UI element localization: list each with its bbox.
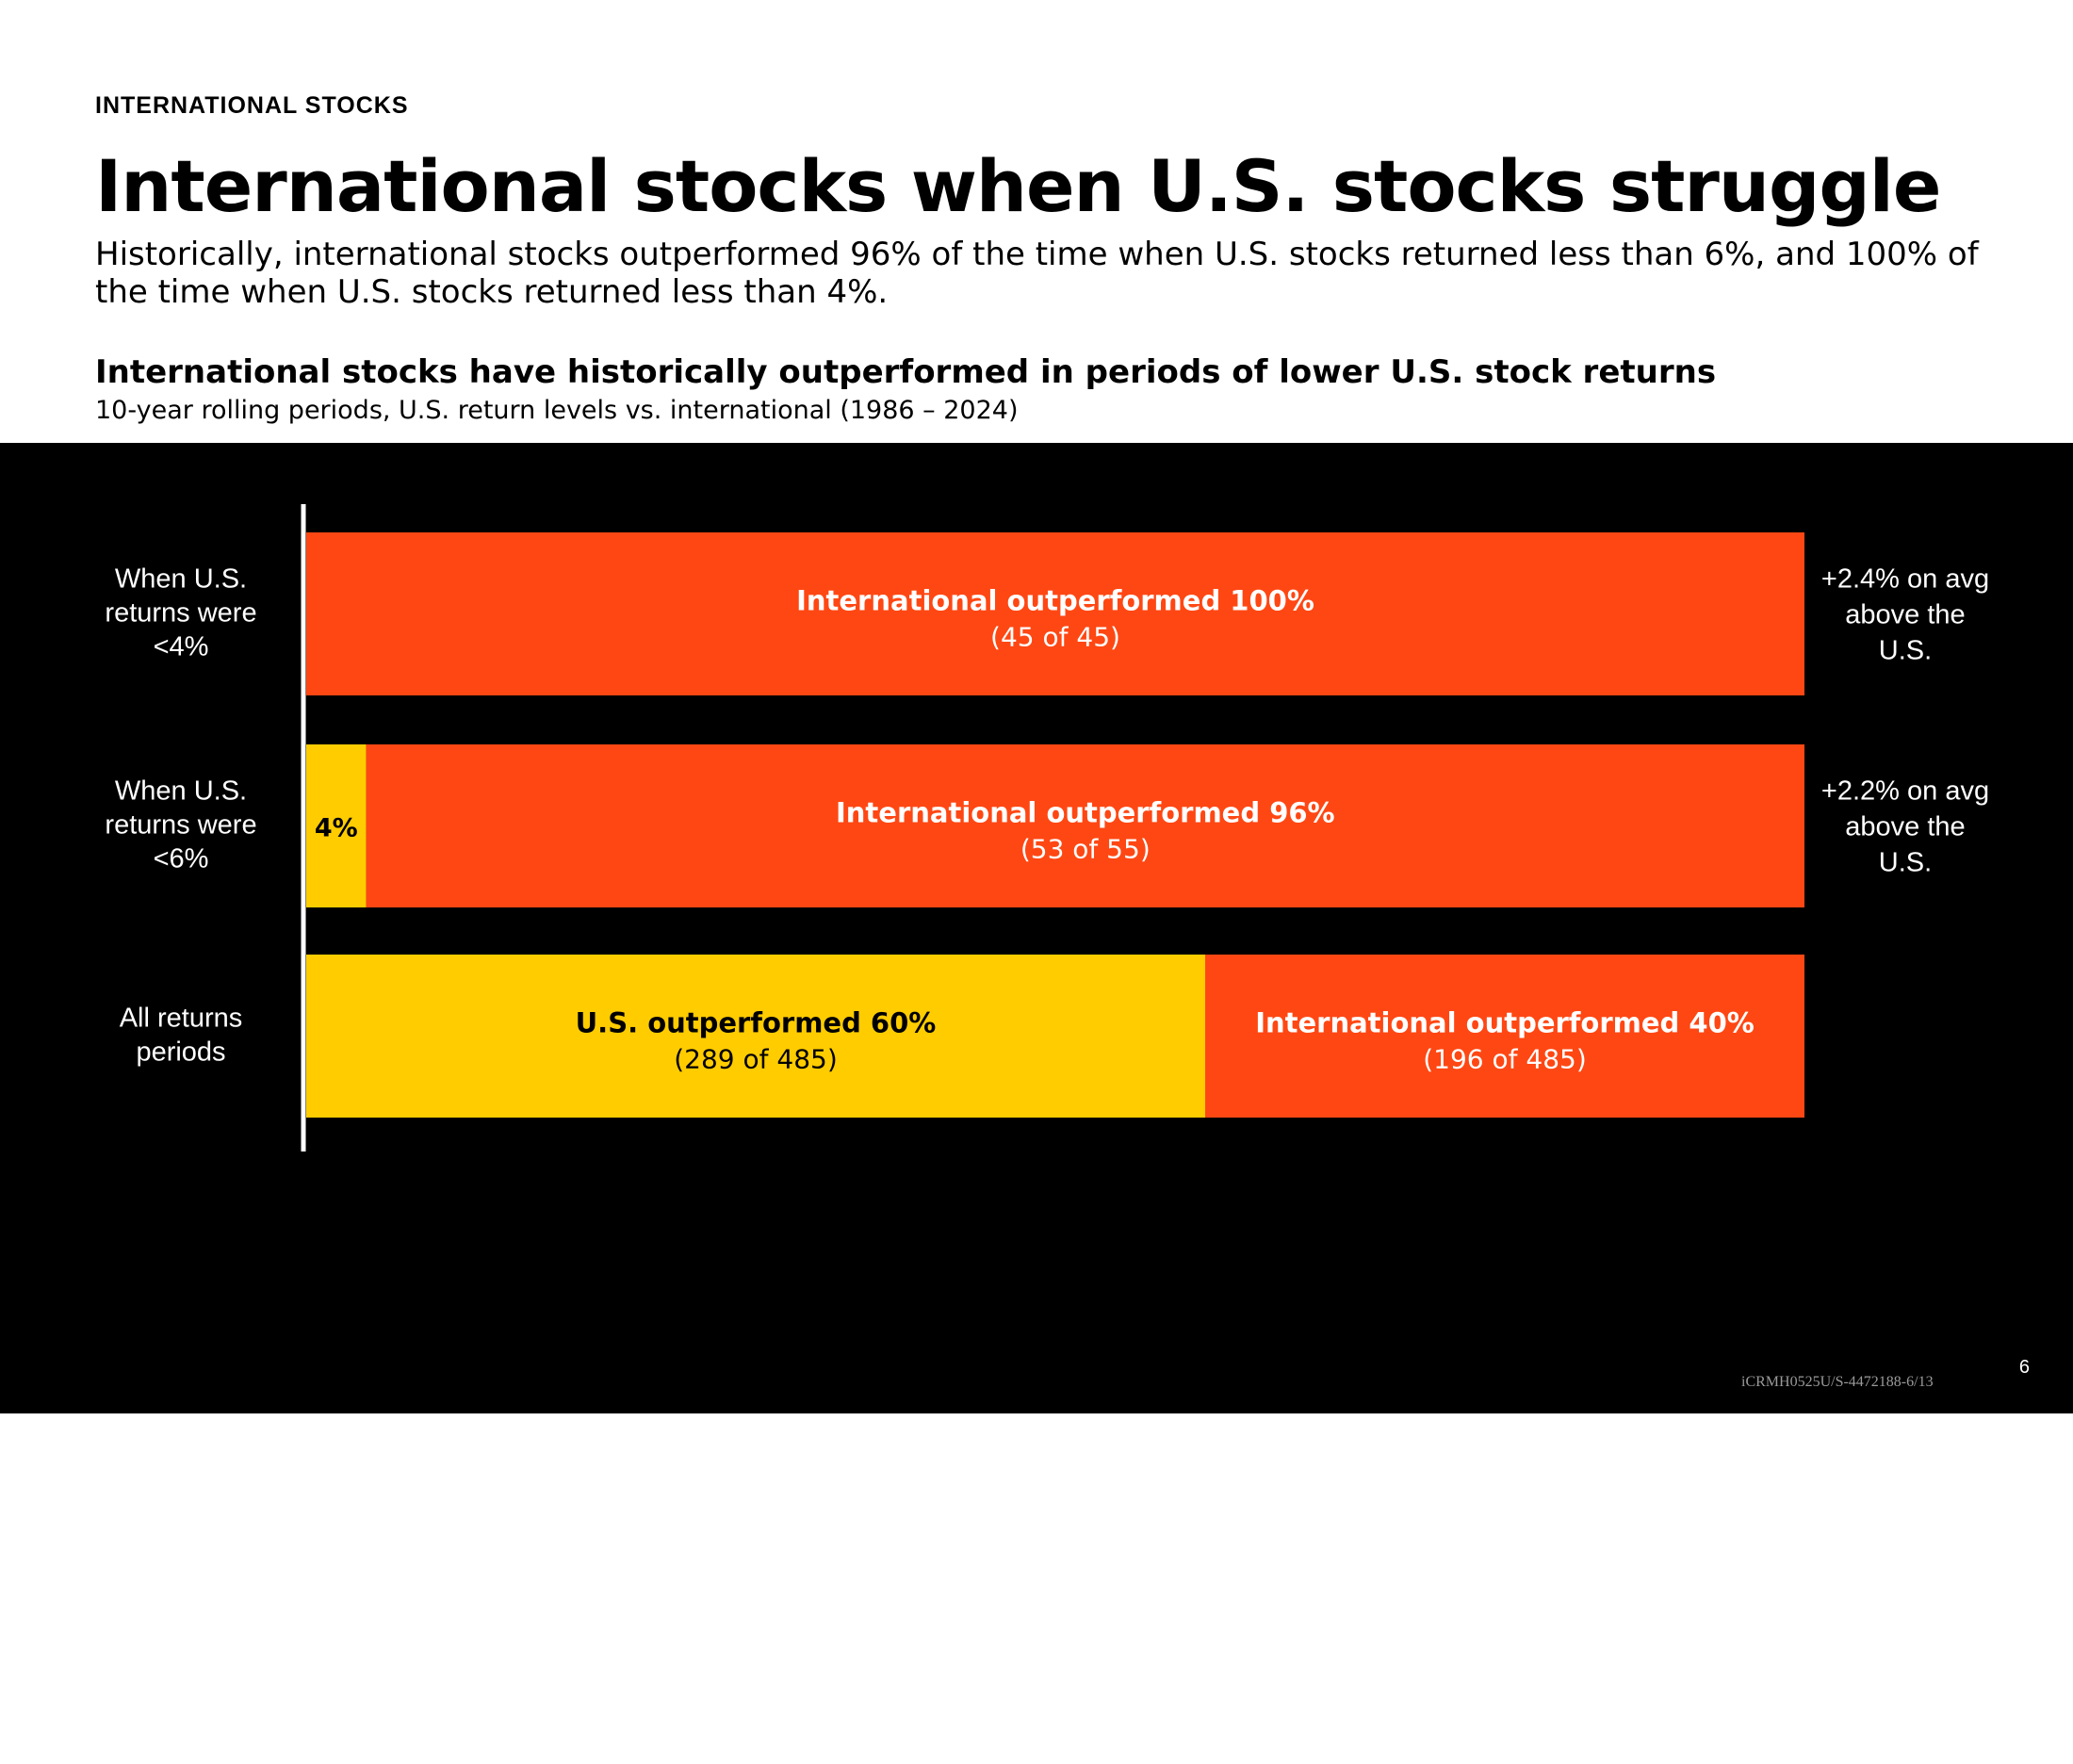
average-outperformance-label: +2.2% on avg: [1821, 776, 1989, 807]
chart-subtitle: 10-year rolling periods, U.S. return lev…: [95, 396, 1019, 425]
bar-label: International outperformed 40%: [1255, 1007, 1755, 1039]
average-outperformance-label: above the: [1845, 812, 1965, 842]
bar-count-label: (45 of 45): [990, 622, 1120, 653]
source-footnote: Source: Morningstar as of 4/30/25. U.S. …: [95, 1685, 1980, 1764]
bar-international-2: [1205, 955, 1804, 1118]
bar-label: U.S. outperformed 60%: [576, 1007, 937, 1039]
bar-international-0: [306, 532, 1804, 695]
bar-count-label: (196 of 485): [1423, 1044, 1587, 1075]
average-outperformance-label: U.S.: [1879, 848, 1932, 878]
bar-label: International outperformed 96%: [836, 797, 1335, 829]
bar-label: 4%: [315, 814, 358, 843]
risk-disclosure-text: Investing involves risk, including possi…: [95, 1716, 1965, 1759]
page-subhead: Historically, international stocks outpe…: [95, 236, 1979, 311]
category-label: returns were: [105, 598, 256, 629]
average-outperformance-label: +2.4% on avg: [1821, 564, 1989, 595]
chart-panel: International outperformed 100% (45 of 45…: [0, 443, 2073, 1759]
page-number: 6: [2018, 1357, 2030, 1378]
category-label: <4%: [154, 632, 209, 662]
category-label: returns were: [105, 810, 256, 841]
bar-label: International outperformed 100%: [796, 585, 1314, 617]
category-label: When U.S.: [115, 776, 247, 807]
bar-count-label: (53 of 55): [1020, 834, 1151, 865]
bar-us-1: [306, 744, 367, 907]
page-headline: International stocks when U.S. stocks st…: [95, 144, 1941, 228]
bar-count-label: (289 of 485): [674, 1044, 838, 1075]
average-outperformance-label: U.S.: [1879, 636, 1932, 666]
category-label: When U.S.: [115, 564, 247, 595]
category-label: periods: [136, 1037, 225, 1068]
average-outperformance-label: above the: [1845, 600, 1965, 630]
document-id: iCRMH0525U/S-4472188-6/13: [1741, 1374, 1934, 1390]
bar-international-1: [366, 744, 1805, 907]
bar-us-2: [306, 955, 1205, 1118]
stacked-bar-chart: International outperformed 100% (45 of 45…: [105, 504, 1989, 1152]
category-label: All returns: [120, 1004, 243, 1034]
category-label: <6%: [154, 844, 209, 874]
section-eyebrow: INTERNATIONAL STOCKS: [95, 92, 409, 119]
chart-title: International stocks have historically o…: [95, 353, 1717, 391]
